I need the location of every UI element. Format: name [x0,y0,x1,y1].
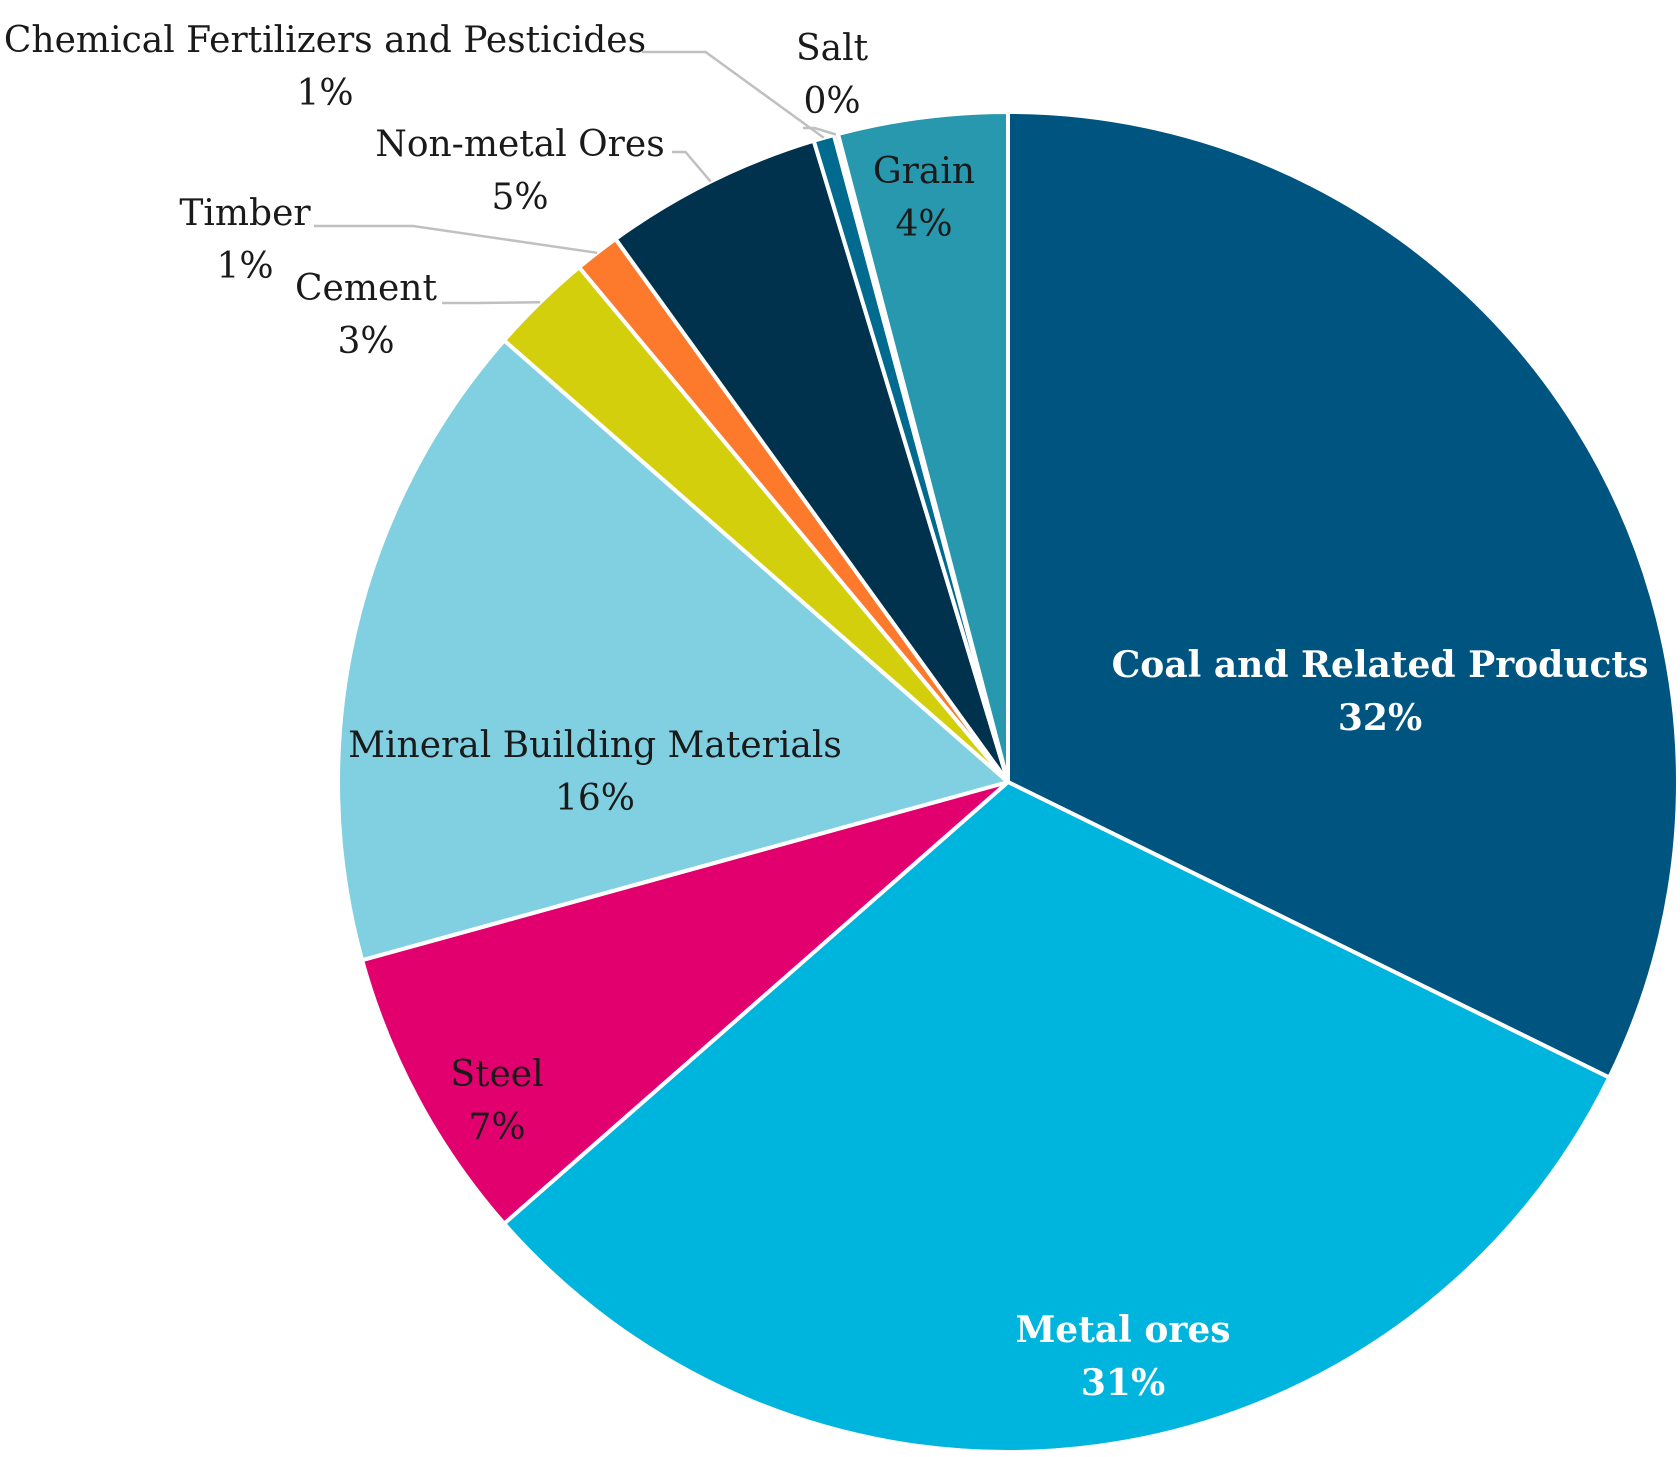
pct-non-metal-ores: 5% [491,177,548,218]
label-cement: Cement [295,268,437,309]
slice-metal-ores [502,780,1612,1454]
slice-grain [835,110,1010,784]
slice-steel [360,780,1010,1226]
label-chem-fert: Chemical Fertilizers and Pesticides [4,20,646,61]
label-steel: Steel [450,1054,543,1095]
label-timber: Timber [179,193,311,234]
pct-metal-ores: 31% [1081,1362,1165,1404]
label-grain: Grain [873,151,975,192]
label-coal: Coal and Related Products [1112,644,1649,686]
label-non-metal-ores: Non-metal Ores [375,124,664,165]
slice-mineral-building-materials [336,338,1010,963]
pct-timber: 1% [216,246,273,287]
label-metal-ores: Metal ores [1015,1309,1230,1351]
label-salt: Salt [796,28,869,69]
pct-grain: 4% [895,204,952,245]
leader-chemical-fertilizers-and-pesticides [642,50,825,139]
pct-steel: 7% [468,1107,525,1148]
pct-chem-fert: 1% [296,73,353,114]
leader-cement [442,301,541,305]
leader-timber [314,224,598,255]
leader-lines [314,50,837,305]
pct-mineral-building: 16% [555,778,635,819]
pie-slices [336,110,1680,1454]
slice-non-metal-ores [613,138,1010,784]
label-mineral-building: Mineral Building Materials [348,725,842,766]
pct-cement: 3% [337,321,394,362]
leader-salt [803,126,837,136]
leader-non-metal-ores [672,150,712,183]
pct-coal: 32% [1338,697,1422,739]
slice-coal-and-related-products [1006,110,1680,1080]
pct-salt: 0% [803,81,860,122]
